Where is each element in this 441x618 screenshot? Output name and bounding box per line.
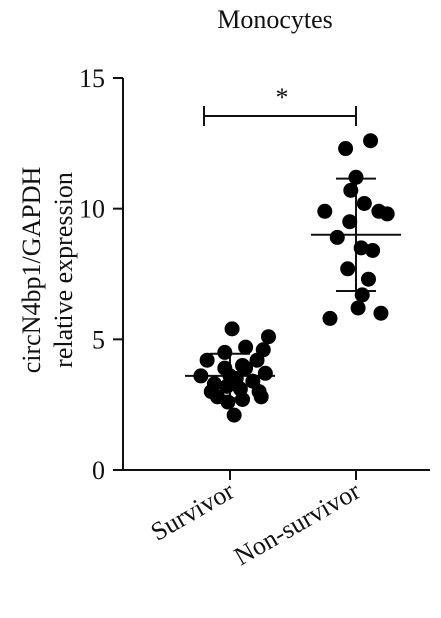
data-point (255, 342, 271, 358)
y-axis-label-line-2: relative expression (49, 172, 78, 368)
data-point (224, 321, 240, 337)
x-category-label: Survivor (146, 476, 240, 547)
data-point (354, 287, 370, 303)
data-point (238, 339, 254, 355)
data-point (338, 141, 354, 157)
data-point (199, 352, 215, 368)
data-point (217, 344, 233, 360)
data-point (353, 240, 369, 256)
data-point (365, 242, 381, 258)
data-point (226, 407, 242, 423)
data-point (260, 329, 276, 345)
y-axis-label-line-1: circN4bp1/GAPDH (17, 167, 46, 374)
data-point (253, 389, 269, 405)
data-point (363, 133, 379, 149)
data-point (220, 394, 236, 410)
data-point (317, 203, 333, 219)
data-point (350, 300, 366, 316)
data-point (206, 376, 222, 392)
data-point (360, 271, 376, 287)
data-point (340, 261, 356, 277)
data-point (348, 169, 364, 185)
chart-title: Monocytes (217, 5, 333, 34)
data-point (322, 310, 338, 326)
data-point (342, 214, 358, 230)
y-tick-label: 10 (79, 195, 105, 224)
y-tick-label: 0 (92, 456, 105, 485)
data-point (373, 305, 389, 321)
data-point (329, 229, 345, 245)
data-point (356, 195, 372, 211)
data-point (234, 391, 250, 407)
data-point (257, 365, 273, 381)
data-point (193, 368, 209, 384)
data-point (238, 360, 254, 376)
x-category-label: Non-survivor (229, 476, 365, 571)
data-point (379, 206, 395, 222)
y-tick-label: 5 (92, 325, 105, 354)
y-tick-label: 15 (79, 64, 105, 93)
data-point (343, 182, 359, 198)
significance-label: * (276, 83, 289, 112)
